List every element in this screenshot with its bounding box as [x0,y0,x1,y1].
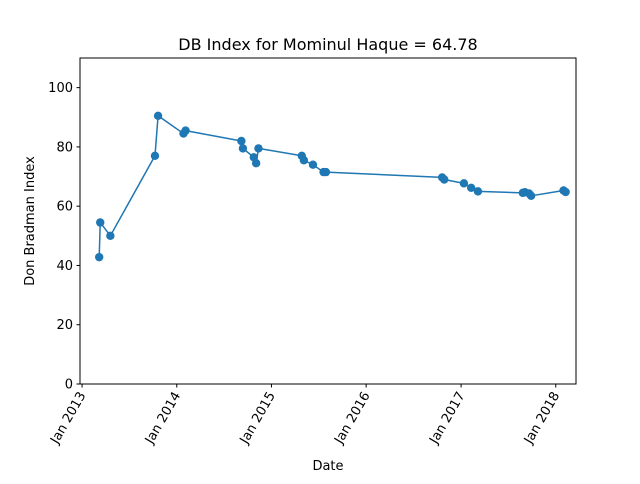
data-point [299,156,309,165]
data-point [473,187,483,196]
data-point [440,175,449,184]
y-tick-label: 100 [48,81,73,96]
data-point [321,167,331,177]
y-axis: 0 20 40 60 80 100 [48,81,80,393]
data-point [238,144,248,153]
y-tick-label: 40 [56,259,73,274]
x-axis-title: Date [312,459,343,474]
data-point [94,252,104,262]
data-point [466,183,476,193]
data-point [251,159,261,168]
chart-title: DB Index for Mominul Haque = 64.78 [178,35,477,54]
y-tick-label: 60 [56,200,73,215]
data-point [561,187,570,197]
data-point [237,136,246,146]
y-tick-label: 80 [56,140,73,155]
plot-area [94,111,570,262]
data-point [459,179,469,188]
data-point [181,126,190,135]
data-point [96,218,105,227]
data-point [254,144,263,153]
y-tick-label: 0 [65,378,73,393]
data-point [106,231,115,241]
data-point [153,111,163,120]
data-point [308,160,318,169]
axes-frame [79,57,577,385]
data-point [526,191,536,201]
y-axis-title: Don Bradman Index [23,156,38,286]
data-point [150,151,160,160]
y-tick-label: 20 [56,318,73,333]
